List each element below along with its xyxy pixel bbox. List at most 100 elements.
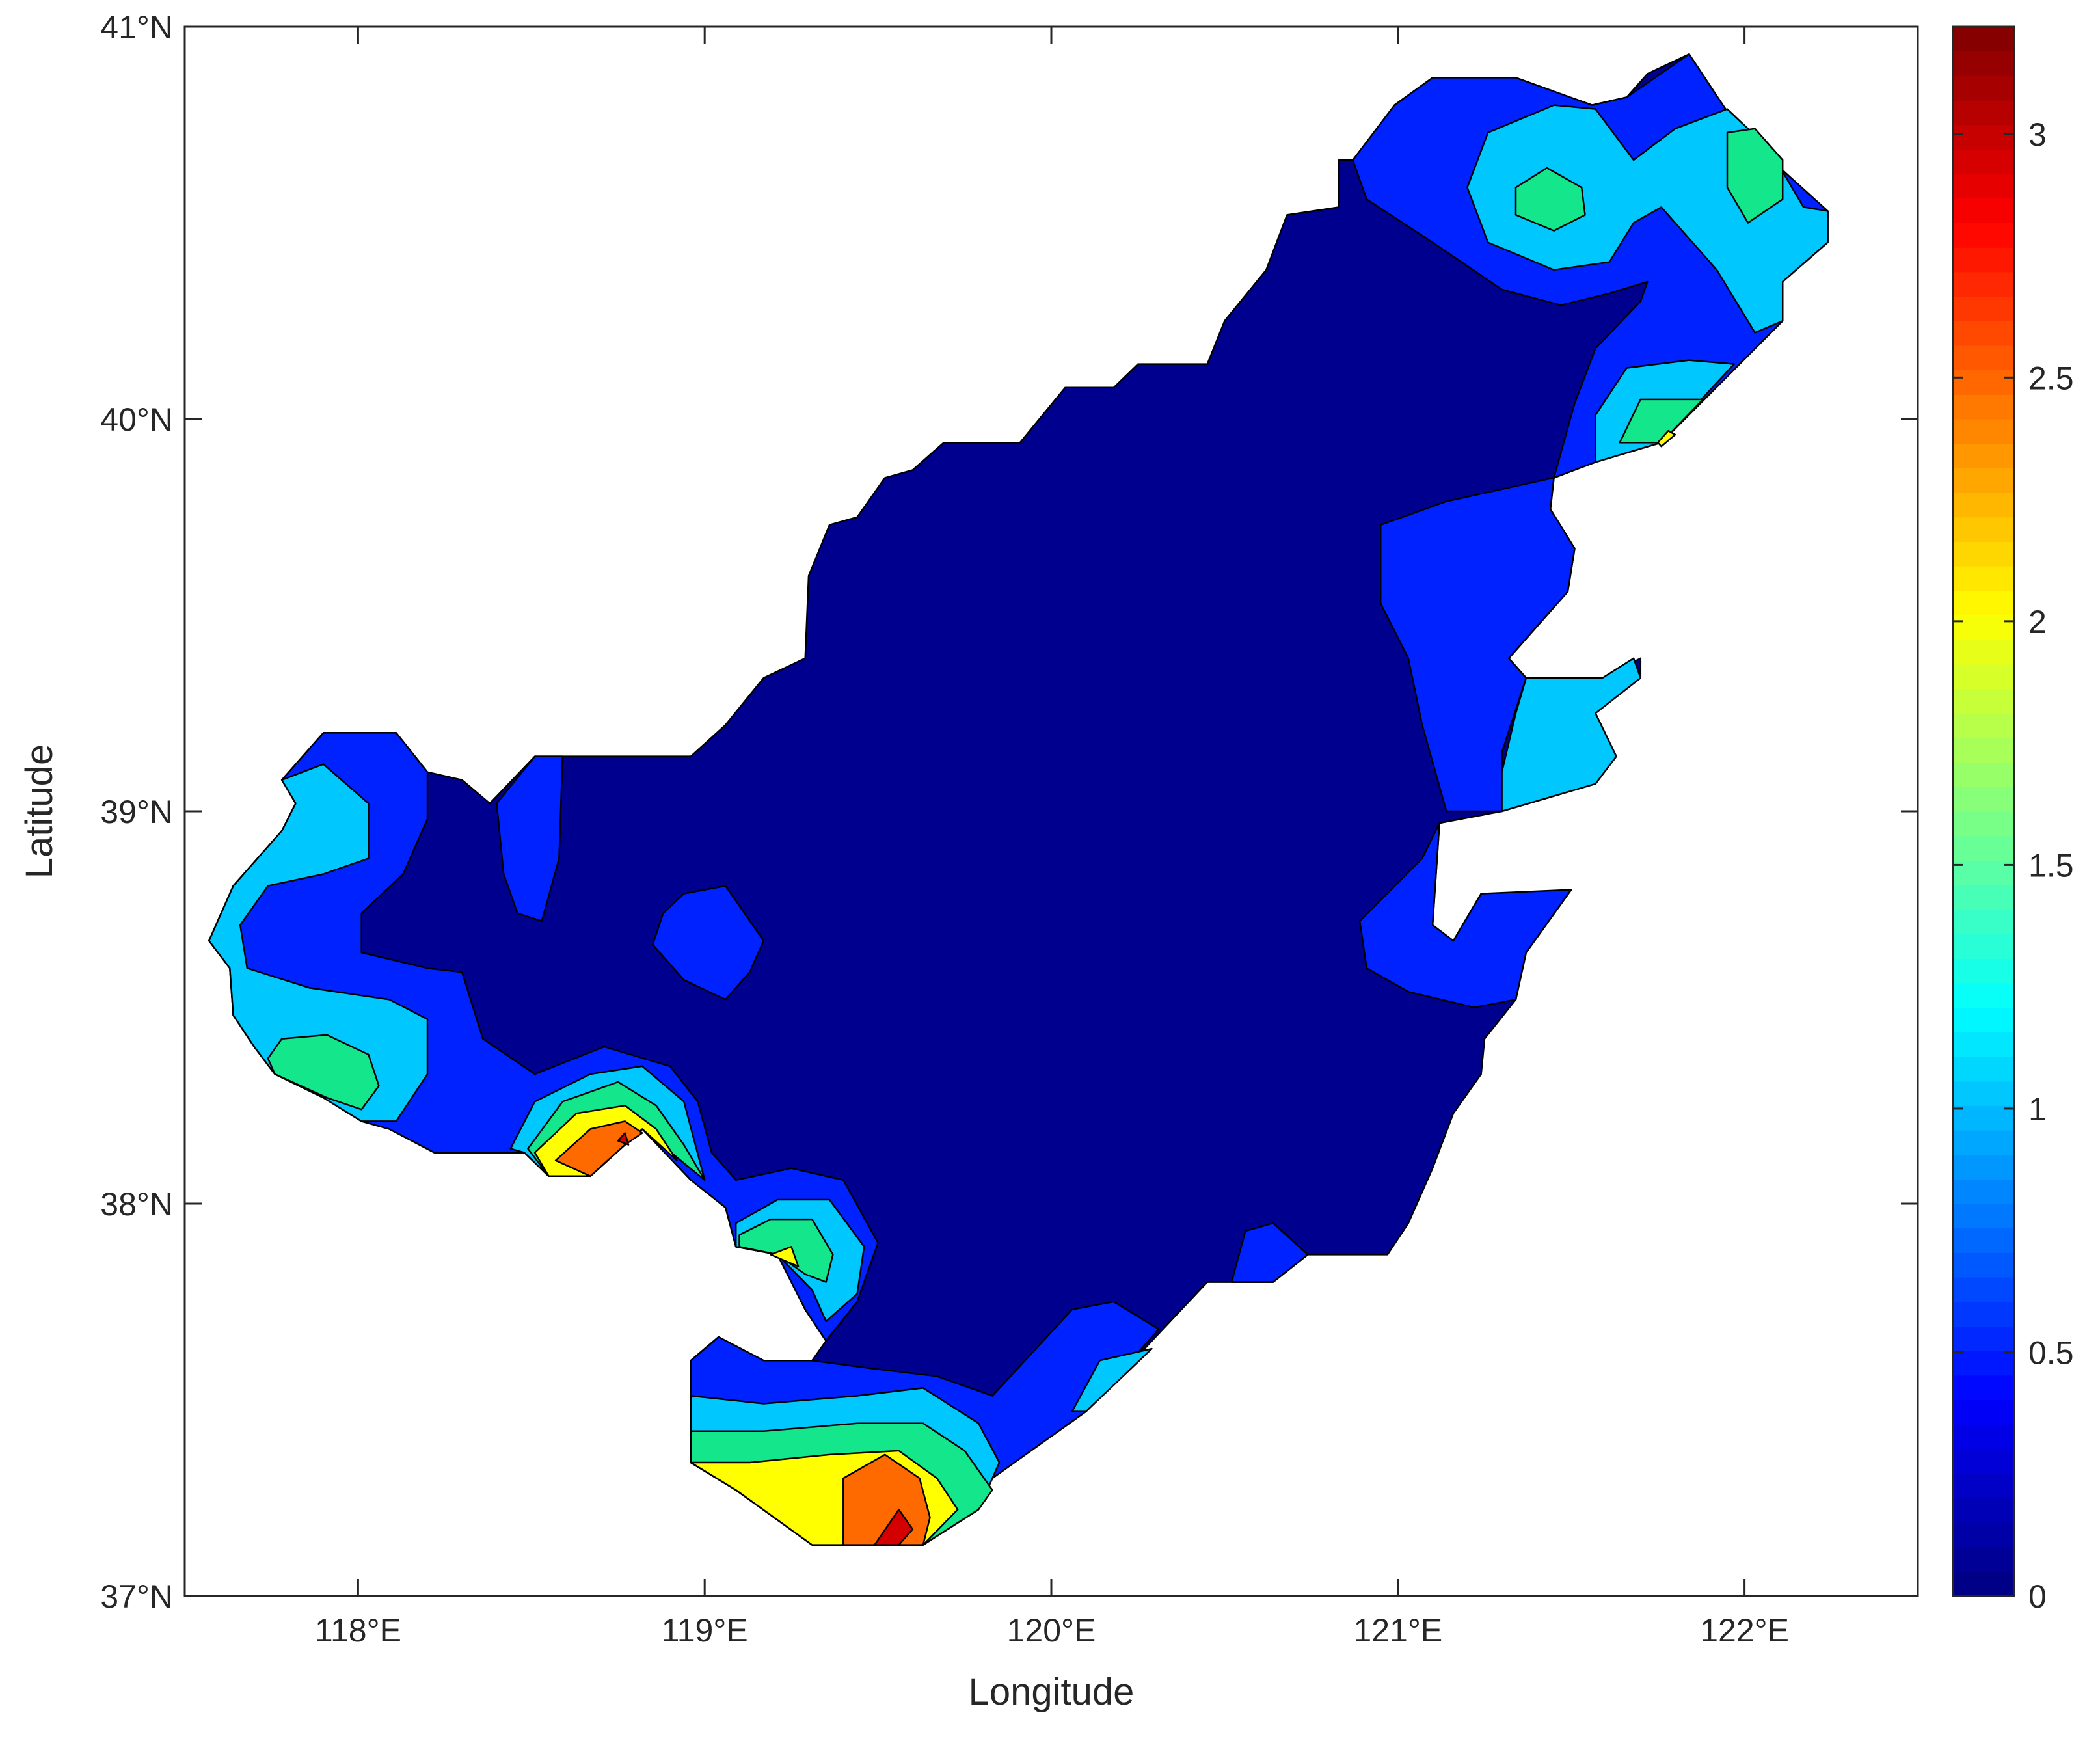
colorbar-step xyxy=(1953,51,2014,76)
contour-region xyxy=(1657,429,1676,448)
colorbar-step xyxy=(1953,517,2014,543)
colorbar-step xyxy=(1953,1301,2014,1327)
colorbar-step xyxy=(1953,1252,2014,1278)
contour-region xyxy=(1501,657,1642,813)
contour-region xyxy=(554,1120,643,1178)
colorbar-step xyxy=(1953,124,2014,150)
colorbar-step xyxy=(1953,1375,2014,1401)
colorbar-step xyxy=(1953,909,2014,935)
colorbar-step xyxy=(1953,75,2014,101)
colorbar-step xyxy=(1953,1204,2014,1229)
colorbar-step xyxy=(1953,1081,2014,1106)
contour-region xyxy=(1619,398,1704,444)
y-tick-label: 37°N xyxy=(100,1578,173,1615)
colorbar-step xyxy=(1953,982,2014,1008)
colorbar-step xyxy=(1953,664,2014,690)
contour-region xyxy=(652,885,765,1001)
colorbar-tick-label: 3 xyxy=(2028,116,2047,153)
colorbar-step xyxy=(1953,615,2014,640)
colorbar-step xyxy=(1953,1056,2014,1082)
colorbar-step xyxy=(1953,762,2014,787)
colorbar-step xyxy=(1953,1399,2014,1425)
y-tick-label: 39°N xyxy=(100,794,173,830)
y-tick-label: 40°N xyxy=(100,401,173,438)
colorbar-step xyxy=(1953,1277,2014,1302)
colorbar-step xyxy=(1953,590,2014,616)
colorbar-step xyxy=(1953,394,2014,420)
colorbar-step xyxy=(1953,1179,2014,1204)
colorbar-step xyxy=(1953,1498,2014,1523)
x-tick-label: 121°E xyxy=(1353,1612,1442,1649)
colorbar-step xyxy=(1953,27,2014,52)
colorbar-step xyxy=(1953,1326,2014,1351)
colorbar-step xyxy=(1953,223,2014,248)
y-axis-label: Latitude xyxy=(18,744,61,878)
colorbar-step xyxy=(1953,321,2014,346)
x-tick-label: 119°E xyxy=(662,1612,748,1649)
colorbar-step xyxy=(1953,787,2014,812)
y-tick-label: 38°N xyxy=(100,1186,173,1222)
colorbar-step xyxy=(1953,1351,2014,1376)
colorbar-step xyxy=(1953,688,2014,714)
colorbar-tick-label: 1 xyxy=(2028,1091,2047,1127)
colorbar-step xyxy=(1953,958,2014,984)
colorbar-step xyxy=(1953,493,2014,518)
contour-region xyxy=(267,1034,380,1111)
colorbar-frame xyxy=(1952,25,2015,1597)
colorbar-step xyxy=(1953,1546,2014,1572)
colorbar-tick-label: 1.5 xyxy=(2028,847,2074,884)
colorbar-step xyxy=(1953,468,2014,493)
colorbar-tick-label: 2 xyxy=(2028,604,2047,640)
colorbar-step xyxy=(1953,345,2014,371)
contour-region xyxy=(1230,1222,1309,1283)
colorbar-step xyxy=(1953,713,2014,738)
contour-region xyxy=(1726,128,1784,224)
colorbar-step xyxy=(1953,885,2014,910)
colorbar-step xyxy=(1953,934,2014,959)
colorbar-step xyxy=(1953,811,2014,837)
colorbar-step xyxy=(1953,640,2014,665)
contour-region xyxy=(1358,822,1572,1008)
colorbar-step xyxy=(1953,1448,2014,1474)
colorbar-tick-label: 0.5 xyxy=(2028,1334,2074,1371)
contour-region xyxy=(496,755,564,923)
contour-region xyxy=(1071,1347,1153,1412)
colorbar-step xyxy=(1953,1522,2014,1548)
colorbar-step xyxy=(1953,737,2014,763)
contour-region xyxy=(1514,167,1586,232)
colorbar-tick-label: 0 xyxy=(2028,1578,2047,1615)
contour-region xyxy=(874,1509,914,1546)
colorbar-step xyxy=(1953,1007,2014,1032)
contour-region xyxy=(617,1132,630,1146)
x-tick-label: 118°E xyxy=(315,1612,401,1649)
colorbar-step xyxy=(1953,1032,2014,1057)
colorbar-step xyxy=(1953,100,2014,126)
x-tick-label: 122°E xyxy=(1700,1612,1789,1649)
colorbar-step xyxy=(1953,198,2014,224)
contour-region xyxy=(770,1246,800,1267)
colorbar-step xyxy=(1953,1129,2014,1155)
x-tick-label: 120°E xyxy=(1007,1612,1096,1649)
colorbar-step xyxy=(1953,271,2014,297)
contour-region xyxy=(208,763,429,1122)
colorbar-tick-label: 2.5 xyxy=(2028,360,2074,396)
colorbar-step xyxy=(1953,174,2014,199)
colorbar-step xyxy=(1953,1473,2014,1498)
colorbar-step xyxy=(1953,1105,2014,1131)
colorbar-step xyxy=(1953,566,2014,591)
colorbar-step xyxy=(1953,247,2014,273)
colorbar-step xyxy=(1953,1228,2014,1253)
colorbar-step xyxy=(1953,296,2014,321)
colorbar-step xyxy=(1953,1154,2014,1180)
colorbar-step xyxy=(1953,370,2014,395)
colorbar-step xyxy=(1953,1424,2014,1450)
colorbar-step xyxy=(1953,443,2014,468)
colorbar-step xyxy=(1953,419,2014,444)
colorbar-step xyxy=(1953,149,2014,174)
colorbar-step xyxy=(1953,541,2014,567)
y-tick-label: 41°N xyxy=(100,9,173,46)
colorbar-step xyxy=(1953,1571,2014,1597)
x-axis-label: Longitude xyxy=(969,1671,1135,1713)
